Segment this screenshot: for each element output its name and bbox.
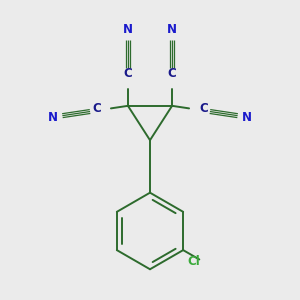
- Text: Cl: Cl: [187, 255, 200, 268]
- Text: C: C: [124, 68, 132, 80]
- Text: N: N: [48, 111, 58, 124]
- Text: C: C: [168, 68, 176, 80]
- Text: C: C: [199, 102, 208, 115]
- Text: N: N: [123, 23, 133, 36]
- Text: N: N: [167, 23, 177, 36]
- Text: C: C: [92, 102, 101, 115]
- Text: N: N: [242, 111, 252, 124]
